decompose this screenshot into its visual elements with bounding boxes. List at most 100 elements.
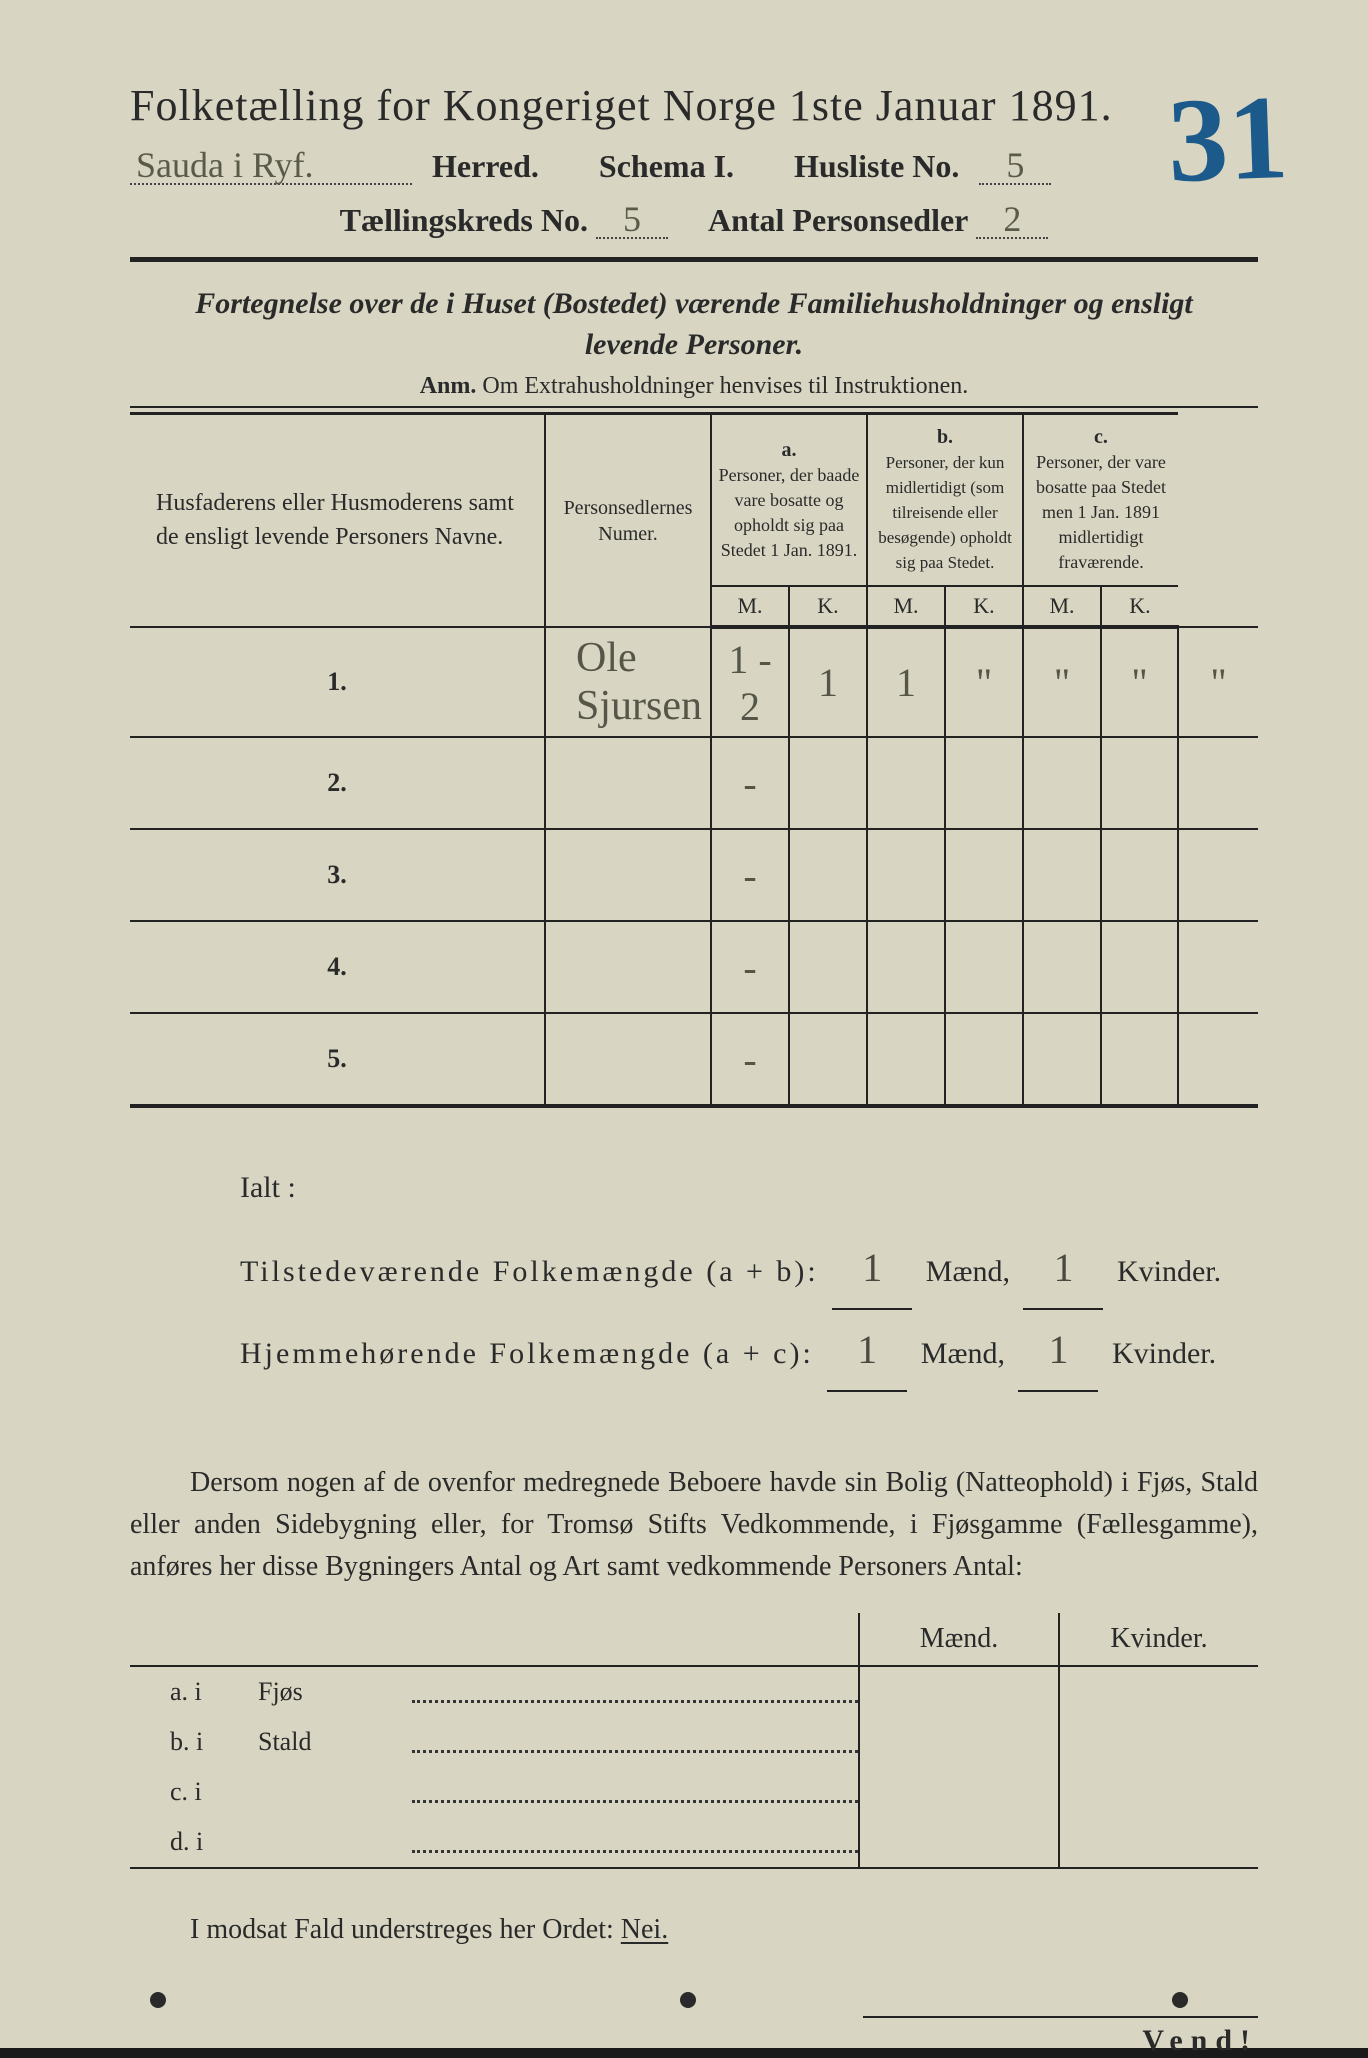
row-number: 3. — [130, 829, 545, 921]
nei-word: Nei. — [621, 1914, 668, 1945]
a-m-cell — [789, 921, 867, 1013]
numer-cell: - — [711, 829, 789, 921]
form-title: Folketælling for Kongeriget Norge 1ste J… — [130, 80, 1258, 131]
b-m-cell — [945, 1013, 1023, 1106]
name-cell — [545, 829, 711, 921]
lower-m-cell — [859, 1767, 1059, 1817]
nei-line: I modsat Fald understreges her Ordet: Ne… — [130, 1914, 1258, 1946]
tellingskreds-label: Tællingskreds No. — [340, 202, 588, 238]
lower-lead: a. i — [130, 1666, 244, 1717]
col-numer-header: Personsedlernes Numer. — [545, 414, 711, 628]
col-numer-text: Personsedlernes Numer. — [552, 495, 704, 547]
herred-handwritten: Sauda i Ryf. — [130, 147, 412, 185]
herred-label: Herred. — [432, 148, 539, 185]
maend-label-2: Mænd, — [921, 1337, 1005, 1370]
row-number: 5. — [130, 1013, 545, 1106]
table-row: 1.Ole Sjursen1 - 211"""" — [130, 627, 1258, 737]
b-k-cell — [1023, 829, 1101, 921]
lower-k-cell — [1059, 1717, 1258, 1767]
anm-text: Om Extrahusholdninger henvises til Instr… — [482, 373, 968, 399]
a-k-cell: 1 — [867, 627, 945, 737]
lower-k-cell — [1059, 1666, 1258, 1717]
numer-cell: - — [711, 921, 789, 1013]
lower-row: b. iStald — [130, 1717, 1258, 1767]
a-k-cell — [867, 737, 945, 829]
a-k-cell — [867, 921, 945, 1013]
col-names-header: Husfaderens eller Husmoderens samt de en… — [130, 414, 545, 628]
b-k-cell — [1023, 1013, 1101, 1106]
col-b-letter: b. — [937, 426, 953, 448]
lower-label: Fjøs — [244, 1666, 412, 1717]
divider-thin — [130, 406, 1258, 408]
a-k-cell — [867, 1013, 945, 1106]
lower-lead: d. i — [130, 1817, 244, 1868]
col-names-text: Husfaderens eller Husmoderens samt de en… — [148, 467, 538, 574]
lower-dots — [412, 1717, 859, 1767]
col-c-k: K. — [1101, 586, 1178, 627]
page-number-stamp: 31 — [1166, 68, 1291, 210]
lower-label — [244, 1817, 412, 1868]
a-m-cell: 1 — [789, 627, 867, 737]
name-cell — [545, 921, 711, 1013]
subtitle: Fortegnelse over de i Huset (Bostedet) v… — [190, 284, 1198, 365]
antal-value: 2 — [976, 201, 1048, 239]
lower-lead: b. i — [130, 1717, 244, 1767]
col-b-text: Personer, der kun midlertidigt (som tilr… — [878, 453, 1012, 572]
tellingskreds-no: 5 — [596, 201, 668, 239]
name-cell: Ole Sjursen — [545, 627, 711, 737]
punch-dot — [680, 1992, 696, 2008]
schema-label: Schema I. — [599, 148, 734, 185]
lower-row: d. i — [130, 1817, 1258, 1868]
col-c-m: M. — [1023, 586, 1101, 627]
header-row-2: Tællingskreds No. 5 Antal Personsedler 2 — [130, 201, 1258, 239]
numer-cell: - — [711, 1013, 789, 1106]
c-k-cell: " — [1178, 627, 1258, 737]
col-a-k: K. — [789, 586, 867, 627]
b-k-cell: " — [1023, 627, 1101, 737]
b-k-cell — [1023, 921, 1101, 1013]
hjemme-k: 1 — [1018, 1310, 1098, 1392]
husliste-label: Husliste No. — [794, 148, 959, 185]
a-m-cell — [789, 829, 867, 921]
lower-row: c. i — [130, 1767, 1258, 1817]
c-m-cell — [1101, 921, 1178, 1013]
c-m-cell — [1101, 829, 1178, 921]
col-c-header: c. Personer, der vare bosatte paa Stedet… — [1023, 414, 1178, 587]
nei-pre: I modsat Fald understreges her Ordet: — [190, 1914, 614, 1945]
antal-label: Antal Personsedler — [708, 202, 968, 238]
table-row: 3. - — [130, 829, 1258, 921]
totals-block: Ialt : Tilstedeværende Folkemængde (a + … — [240, 1158, 1258, 1392]
c-m-cell — [1101, 737, 1178, 829]
b-m-cell — [945, 921, 1023, 1013]
hjemme-m: 1 — [827, 1310, 907, 1392]
maend-label-1: Mænd, — [926, 1255, 1010, 1288]
census-form-page: 31 Folketælling for Kongeriget Norge 1st… — [0, 0, 1368, 2048]
table-row: 4. - — [130, 921, 1258, 1013]
lower-maend-header: Mænd. — [859, 1613, 1059, 1666]
c-k-cell — [1178, 737, 1258, 829]
name-cell — [545, 1013, 711, 1106]
anm-line: Anm. Om Extrahusholdninger henvises til … — [130, 373, 1258, 400]
divider-thick — [130, 257, 1258, 262]
c-k-cell — [1178, 921, 1258, 1013]
lower-dots — [412, 1666, 859, 1717]
header-row-1: Sauda i Ryf. Herred. Schema I. Husliste … — [130, 147, 1258, 185]
lower-m-cell — [859, 1717, 1059, 1767]
name-cell — [545, 737, 711, 829]
husliste-no: 5 — [979, 147, 1051, 185]
lower-label — [244, 1767, 412, 1817]
punch-dot — [1172, 1992, 1188, 2008]
numer-cell: 1 - 2 — [711, 627, 789, 737]
col-b-k: K. — [945, 586, 1023, 627]
numer-cell: - — [711, 737, 789, 829]
b-m-cell: " — [945, 627, 1023, 737]
lower-lead: c. i — [130, 1767, 244, 1817]
kvinder-label-1: Kvinder. — [1117, 1255, 1221, 1288]
hjemme-row: Hjemmehørende Folkemængde (a + c): 1 Mæn… — [240, 1310, 1258, 1392]
lower-label: Stald — [244, 1717, 412, 1767]
lower-k-cell — [1059, 1817, 1258, 1868]
tilstede-label: Tilstedeværende Folkemængde (a + b): — [240, 1242, 819, 1302]
a-k-cell — [867, 829, 945, 921]
c-m-cell — [1101, 1013, 1178, 1106]
row-number: 4. — [130, 921, 545, 1013]
